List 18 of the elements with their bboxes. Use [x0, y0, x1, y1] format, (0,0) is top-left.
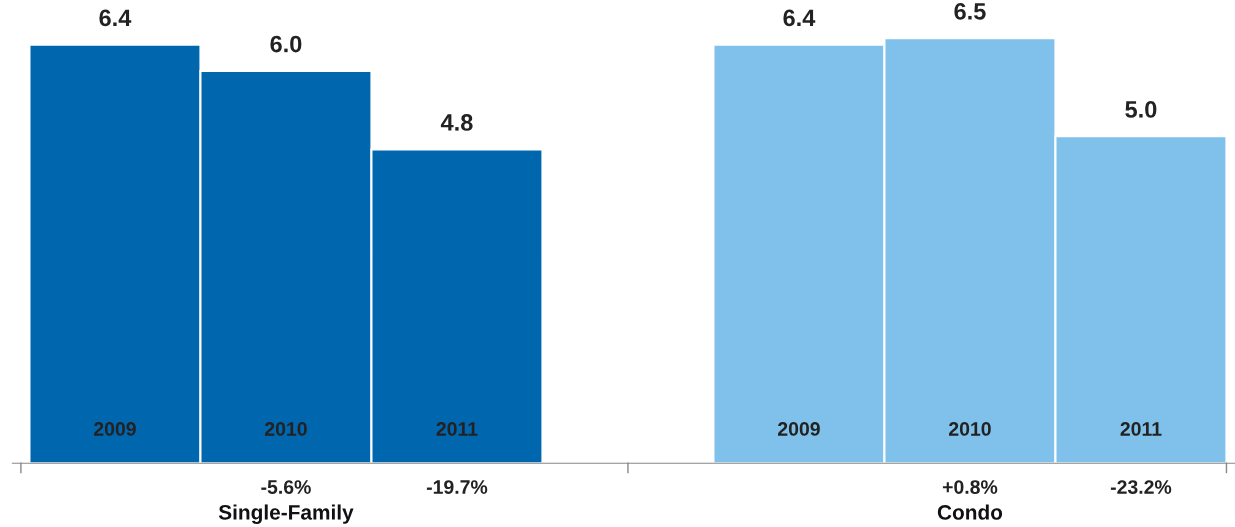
- text: -19.7%: [426, 480, 488, 494]
- text: -5.6%: [261, 480, 311, 494]
- text: -23.2%: [1110, 480, 1172, 494]
- text: Condo: [937, 504, 1003, 520]
- x-tick-label: 2009: [778, 422, 820, 436]
- x-tick-label: 2009: [94, 422, 136, 436]
- data-label: 6.4: [99, 9, 132, 27]
- data-label: 5.0: [1125, 101, 1157, 118]
- text: +0.8%: [942, 480, 998, 494]
- data-label: 6.5: [954, 2, 986, 20]
- x-tick-label: 2011: [1120, 422, 1162, 436]
- data-label: 4.8: [440, 114, 473, 131]
- x-tick-label: 2011: [436, 422, 478, 436]
- x-tick-label: 2010: [265, 422, 307, 436]
- data-label: 6.4: [783, 9, 816, 27]
- text: Single-Family: [218, 504, 354, 524]
- data-label: 6.0: [270, 35, 302, 53]
- x-tick-label: 2010: [949, 422, 991, 436]
